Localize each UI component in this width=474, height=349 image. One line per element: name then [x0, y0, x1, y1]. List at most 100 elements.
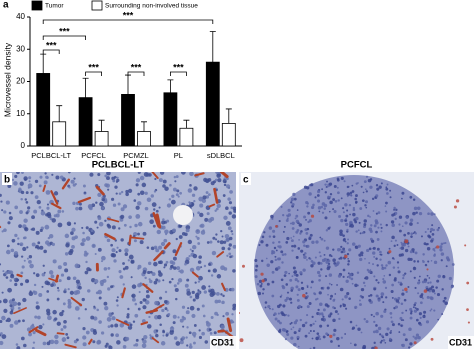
cell [412, 335, 415, 338]
cell [336, 284, 338, 286]
cell [291, 221, 295, 225]
cell [330, 340, 333, 343]
cell [436, 292, 441, 297]
cell [226, 254, 229, 257]
cell [310, 286, 313, 289]
cell [114, 323, 119, 328]
cell [281, 261, 284, 264]
cell [52, 281, 55, 285]
cell [372, 263, 375, 266]
cell [63, 319, 67, 324]
cell [330, 255, 333, 258]
cell [430, 239, 434, 243]
cell [346, 209, 349, 212]
cell [347, 272, 350, 275]
cell [268, 235, 272, 238]
cell [46, 341, 51, 346]
cell [369, 229, 373, 233]
cell [153, 190, 157, 193]
cell [289, 278, 293, 282]
cell [147, 270, 151, 275]
cell [40, 211, 46, 216]
cell [212, 236, 216, 240]
significance-bracket [85, 71, 102, 76]
cell [13, 251, 19, 256]
cell [296, 293, 299, 296]
cell [303, 244, 306, 247]
cell [351, 327, 354, 330]
cell [43, 249, 47, 254]
cell [157, 270, 162, 274]
cell [307, 211, 311, 215]
cell [426, 295, 430, 299]
cell [264, 306, 267, 309]
cell [59, 175, 64, 180]
cell [370, 224, 373, 227]
cell [232, 303, 236, 308]
cell [166, 219, 170, 223]
cell [83, 191, 87, 194]
cell [345, 222, 349, 227]
cell [37, 315, 41, 320]
cell [104, 306, 109, 311]
cell [292, 235, 295, 238]
cell [202, 229, 205, 232]
cell [157, 260, 162, 264]
cell [113, 259, 117, 263]
cell [280, 250, 284, 254]
cell [377, 326, 382, 331]
cell [120, 190, 124, 194]
cell [104, 219, 107, 223]
cell [398, 223, 401, 226]
bar [52, 121, 67, 147]
cell [228, 211, 232, 215]
cell [144, 206, 149, 211]
vessel [107, 217, 120, 223]
cell [290, 336, 294, 340]
cell [336, 186, 339, 189]
cell [42, 341, 47, 346]
cell [427, 281, 430, 284]
cell [132, 320, 136, 323]
cell [162, 330, 166, 334]
cell [386, 327, 390, 331]
cell [4, 271, 8, 275]
cell [409, 222, 413, 226]
cell [440, 259, 443, 262]
cell [296, 337, 300, 341]
cell [49, 339, 55, 345]
cell [306, 314, 309, 317]
cell [26, 257, 29, 260]
cell [349, 193, 353, 197]
error-bar [209, 31, 216, 63]
cell [296, 298, 300, 302]
cell [382, 339, 386, 342]
vessel [50, 190, 59, 205]
cell [412, 211, 416, 216]
cell [318, 251, 321, 254]
cell [124, 248, 129, 253]
cell [369, 185, 373, 189]
cell [285, 314, 288, 316]
cell [320, 268, 323, 271]
cell [321, 202, 326, 206]
cell [431, 285, 434, 289]
cell [318, 278, 321, 282]
cell [362, 191, 365, 194]
cell [314, 196, 317, 199]
cell [332, 333, 336, 337]
cell [317, 334, 320, 337]
y-tick-label: 20 [16, 77, 25, 86]
cell [6, 317, 11, 323]
cell [134, 343, 139, 347]
cell [216, 274, 222, 279]
cell [400, 246, 405, 250]
cell [375, 221, 379, 225]
cell [57, 289, 60, 292]
cell [354, 245, 357, 248]
cell [358, 253, 362, 257]
cell [390, 240, 393, 243]
cell [111, 248, 116, 253]
cell [97, 289, 103, 295]
cell [293, 331, 297, 335]
